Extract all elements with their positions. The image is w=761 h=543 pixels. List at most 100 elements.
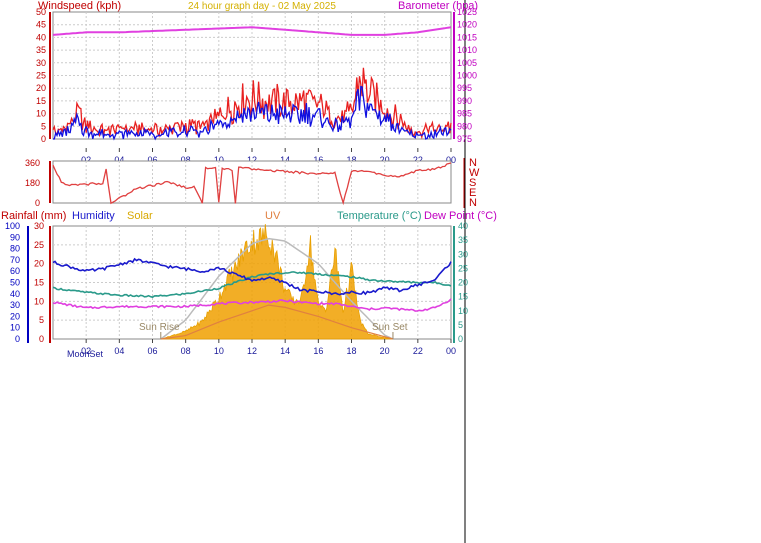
barometer-right-ticks: 1025 1020 1015 1010 1005 1000 995 990 985 980 975 xyxy=(457,7,477,144)
climate-time-ticks: 02 04 06 08 10 12 14 16 18 20 22 00 xyxy=(81,339,456,356)
x-tick-label: 18 xyxy=(346,155,356,165)
x-tick-label: 16 xyxy=(313,155,323,165)
x-tick-label: 02 xyxy=(81,155,91,165)
x-tick-label: 14 xyxy=(280,346,290,356)
compass-label: W xyxy=(469,167,480,179)
y-tick-label: 25 xyxy=(458,263,468,273)
rainfall-ticks: 30 25 20 15 10 5 0 xyxy=(34,221,44,344)
x-tick-label: 06 xyxy=(147,346,157,356)
y-tick-label: 1015 xyxy=(457,32,477,42)
x-tick-label: 10 xyxy=(214,155,224,165)
chart-title: 24 hour graph day - 02 May 2025 xyxy=(188,1,336,12)
legend-uv: UV xyxy=(265,210,281,222)
legend-rainfall: Rainfall (mm) xyxy=(1,210,66,222)
y-tick-label: 1025 xyxy=(457,7,477,17)
x-tick-label: 12 xyxy=(247,346,257,356)
y-tick-label: 995 xyxy=(457,83,472,93)
x-tick-label: 14 xyxy=(280,155,290,165)
dewpoint-line xyxy=(52,298,452,312)
y-tick-label: 5 xyxy=(41,121,46,131)
y-tick-label: 0 xyxy=(35,198,40,208)
x-tick-label: 06 xyxy=(147,155,157,165)
y-tick-label: 20 xyxy=(34,259,44,269)
x-tick-label: 04 xyxy=(114,155,124,165)
x-tick-label: 20 xyxy=(380,346,390,356)
y-tick-label: 0 xyxy=(41,134,46,144)
y-tick-label: 1000 xyxy=(457,71,477,81)
y-tick-label: 0 xyxy=(39,334,44,344)
solar-area xyxy=(160,224,394,340)
sun-rise-label: Sun Rise xyxy=(139,322,180,333)
x-tick-label: 16 xyxy=(313,346,323,356)
x-tick-label: 10 xyxy=(214,346,224,356)
y-tick-label: 15 xyxy=(36,96,46,106)
x-tick-label: 22 xyxy=(413,346,423,356)
y-tick-label: 15 xyxy=(458,292,468,302)
y-tick-label: 0 xyxy=(15,334,20,344)
y-tick-label: 10 xyxy=(458,306,468,316)
y-tick-label: 30 xyxy=(10,300,20,310)
y-tick-label: 30 xyxy=(458,249,468,259)
y-tick-label: 20 xyxy=(36,83,46,93)
humidity-line xyxy=(52,257,452,296)
x-tick-label: 12 xyxy=(247,155,257,165)
direction-line xyxy=(52,162,452,206)
x-tick-label: 08 xyxy=(181,346,191,356)
y-tick-label: 980 xyxy=(457,121,472,131)
uv-line xyxy=(160,304,394,340)
y-tick-label: 5 xyxy=(458,320,463,330)
legend-solar: Solar xyxy=(127,210,153,222)
y-tick-label: 30 xyxy=(36,58,46,68)
y-tick-label: 975 xyxy=(457,134,472,144)
y-tick-label: 60 xyxy=(10,266,20,276)
barometer-axis-title: Barometer (hpa) xyxy=(398,0,478,12)
wind-series xyxy=(52,26,452,141)
y-tick-label: 1005 xyxy=(457,58,477,68)
y-tick-label: 30 xyxy=(34,221,44,231)
compass-label: N xyxy=(469,197,477,209)
x-tick-label: 00 xyxy=(446,346,456,356)
x-tick-label: 00 xyxy=(446,155,456,165)
direction-series xyxy=(52,162,452,206)
y-tick-label: 40 xyxy=(458,221,468,231)
y-tick-label: 1010 xyxy=(457,45,477,55)
temperature-line xyxy=(52,271,452,299)
y-tick-label: 985 xyxy=(457,109,472,119)
y-tick-label: 1020 xyxy=(457,20,477,30)
temperature-ticks: 40 35 30 25 20 15 10 5 0 xyxy=(458,221,468,344)
y-tick-label: 180 xyxy=(25,178,40,188)
y-tick-label: 70 xyxy=(10,255,20,265)
direction-left-ticks: 360 180 0 xyxy=(25,158,40,208)
theoretical-solar-line xyxy=(160,237,394,340)
y-tick-label: 35 xyxy=(36,45,46,55)
y-tick-label: 10 xyxy=(36,109,46,119)
y-tick-label: 50 xyxy=(36,7,46,17)
y-tick-label: 40 xyxy=(10,289,20,299)
climate-series xyxy=(52,224,452,340)
sun-set-label: Sun Set xyxy=(372,322,408,333)
y-tick-label: 990 xyxy=(457,96,472,106)
x-tick-label: 08 xyxy=(181,155,191,165)
y-tick-label: 20 xyxy=(10,311,20,321)
y-tick-label: 100 xyxy=(5,221,20,231)
y-tick-label: 40 xyxy=(36,32,46,42)
compass-label: N xyxy=(469,157,477,169)
direction-grid xyxy=(85,161,419,203)
y-tick-label: 360 xyxy=(25,158,40,168)
y-tick-label: 50 xyxy=(10,278,20,288)
y-tick-label: 80 xyxy=(10,244,20,254)
wind-time-ticks: 02 04 06 08 10 12 14 16 18 20 22 00 xyxy=(81,148,456,165)
y-tick-label: 15 xyxy=(34,278,44,288)
y-tick-label: 35 xyxy=(458,235,468,245)
x-tick-label: 22 xyxy=(413,155,423,165)
y-tick-label: 10 xyxy=(34,296,44,306)
barometer-line xyxy=(52,26,452,36)
wind-line-gust xyxy=(53,85,452,141)
y-tick-label: 5 xyxy=(39,315,44,325)
